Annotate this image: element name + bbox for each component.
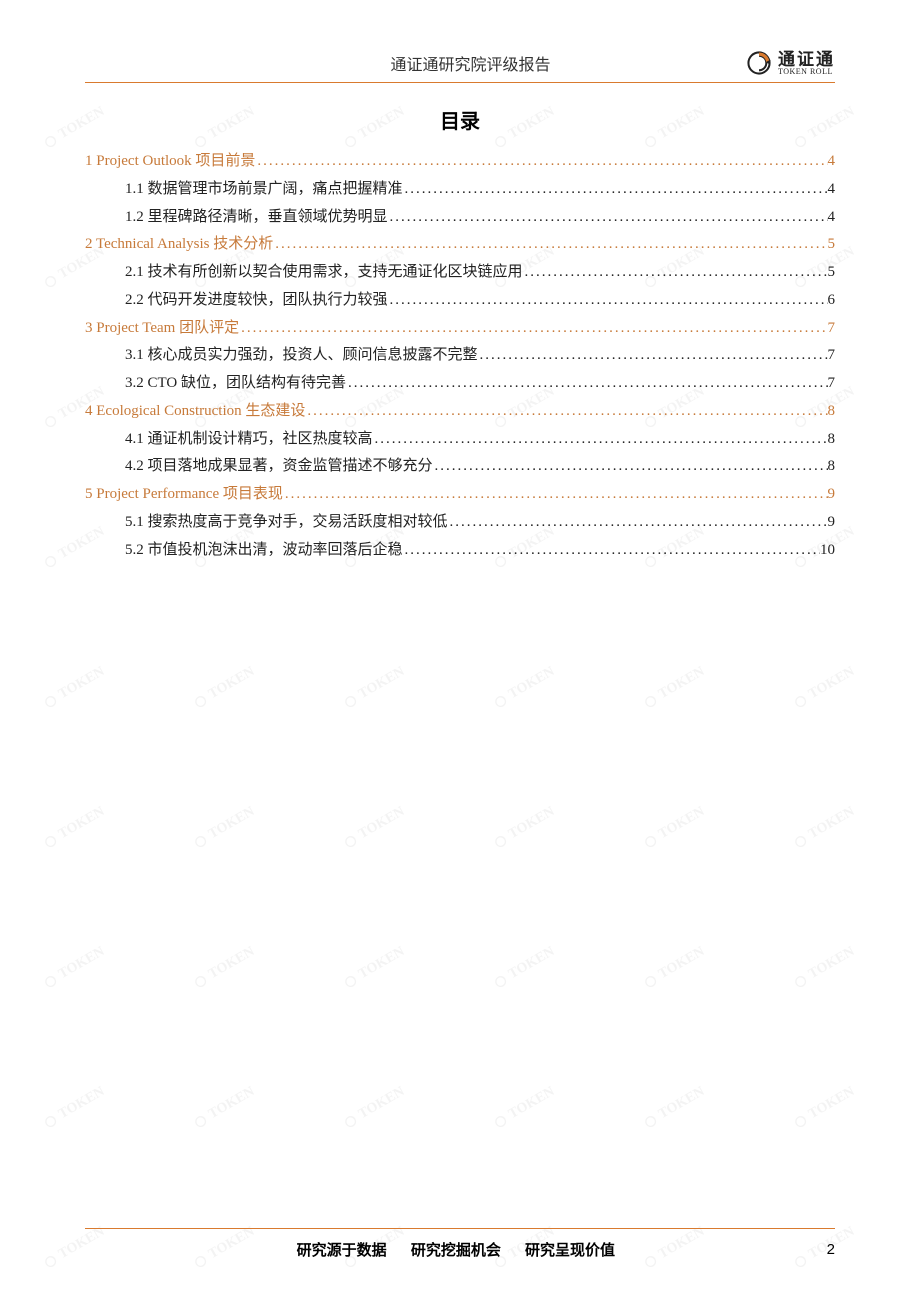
toc-row[interactable]: 2 Technical Analysis 技术分析 5 bbox=[85, 231, 835, 259]
toc-row[interactable]: 3.1 核心成员实力强劲，投资人、顾问信息披露不完整 7 bbox=[85, 342, 835, 370]
toc-leader-dots bbox=[273, 231, 827, 259]
toc-label: 3 Project Team 团队评定 bbox=[85, 315, 239, 343]
toc-leader-dots bbox=[239, 315, 827, 343]
toc-page-number: 8 bbox=[828, 453, 836, 481]
toc-leader-dots bbox=[388, 204, 828, 232]
toc-page-number: 7 bbox=[828, 315, 836, 343]
toc-page-number: 7 bbox=[828, 342, 836, 370]
toc-label: 3.2 CTO 缺位，团队结构有待完善 bbox=[125, 370, 346, 398]
toc-label: 5.1 搜索热度高于竞争对手，交易活跃度相对较低 bbox=[125, 509, 448, 537]
page-number: 2 bbox=[827, 1241, 835, 1258]
toc-page-number: 8 bbox=[828, 398, 836, 426]
toc-page-number: 9 bbox=[828, 481, 836, 509]
toc-page-number: 4 bbox=[828, 176, 836, 204]
logo-icon bbox=[746, 50, 772, 76]
toc-label: 5 Project Performance 项目表现 bbox=[85, 481, 283, 509]
table-of-contents: 1 Project Outlook 项目前景 41.1 数据管理市场前景广阔，痛… bbox=[85, 148, 835, 564]
brand-logo: 通证通 TOKEN ROLL bbox=[746, 50, 835, 76]
page-container: 通证通研究院评级报告 通证通 TOKEN ROLL 目录 1 Project O… bbox=[0, 0, 920, 1302]
footer-slogan-1: 研究源于数据 bbox=[297, 1242, 387, 1259]
toc-page-number: 9 bbox=[828, 509, 836, 537]
logo-text-en: TOKEN ROLL bbox=[778, 68, 835, 76]
toc-leader-dots bbox=[346, 370, 828, 398]
footer-slogan: 研究源于数据 研究挖掘机会 研究呈现价值 bbox=[85, 1239, 827, 1260]
toc-page-number: 10 bbox=[820, 537, 835, 565]
toc-page-number: 8 bbox=[828, 426, 836, 454]
footer-slogan-2: 研究挖掘机会 bbox=[411, 1242, 501, 1259]
toc-heading: 目录 bbox=[85, 105, 835, 134]
toc-label: 5.2 市值投机泡沫出清，波动率回落后企稳 bbox=[125, 537, 403, 565]
toc-page-number: 4 bbox=[828, 204, 836, 232]
footer-slogan-3: 研究呈现价值 bbox=[525, 1242, 615, 1259]
toc-leader-dots bbox=[523, 259, 828, 287]
toc-page-number: 5 bbox=[828, 231, 836, 259]
toc-row[interactable]: 4 Ecological Construction 生态建设 8 bbox=[85, 398, 835, 426]
toc-label: 2 Technical Analysis 技术分析 bbox=[85, 231, 273, 259]
toc-leader-dots bbox=[373, 426, 828, 454]
toc-page-number: 6 bbox=[828, 287, 836, 315]
toc-row[interactable]: 1.1 数据管理市场前景广阔，痛点把握精准 4 bbox=[85, 176, 835, 204]
toc-label: 2.2 代码开发进度较快，团队执行力较强 bbox=[125, 287, 388, 315]
toc-label: 1 Project Outlook 项目前景 bbox=[85, 148, 255, 176]
toc-label: 4.1 通证机制设计精巧，社区热度较高 bbox=[125, 426, 373, 454]
toc-row[interactable]: 3 Project Team 团队评定 7 bbox=[85, 315, 835, 343]
toc-page-number: 4 bbox=[828, 148, 836, 176]
toc-label: 4 Ecological Construction 生态建设 bbox=[85, 398, 305, 426]
page-header: 通证通研究院评级报告 通证通 TOKEN ROLL bbox=[85, 50, 835, 83]
toc-leader-dots bbox=[403, 537, 820, 565]
toc-row[interactable]: 4.2 项目落地成果显著，资金监管描述不够充分 8 bbox=[85, 453, 835, 481]
toc-row[interactable]: 4.1 通证机制设计精巧，社区热度较高 8 bbox=[85, 426, 835, 454]
toc-leader-dots bbox=[433, 453, 828, 481]
toc-label: 1.1 数据管理市场前景广阔，痛点把握精准 bbox=[125, 176, 403, 204]
toc-row[interactable]: 5 Project Performance 项目表现 9 bbox=[85, 481, 835, 509]
toc-row[interactable]: 5.1 搜索热度高于竞争对手，交易活跃度相对较低 9 bbox=[85, 509, 835, 537]
toc-leader-dots bbox=[305, 398, 827, 426]
logo-text-cn: 通证通 bbox=[778, 51, 835, 68]
toc-row[interactable]: 1 Project Outlook 项目前景 4 bbox=[85, 148, 835, 176]
toc-row[interactable]: 5.2 市值投机泡沫出清，波动率回落后企稳 10 bbox=[85, 537, 835, 565]
toc-row[interactable]: 2.2 代码开发进度较快，团队执行力较强 6 bbox=[85, 287, 835, 315]
toc-row[interactable]: 1.2 里程碑路径清晰，垂直领域优势明显 4 bbox=[85, 204, 835, 232]
toc-label: 2.1 技术有所创新以契合使用需求，支持无通证化区块链应用 bbox=[125, 259, 523, 287]
toc-leader-dots bbox=[403, 176, 828, 204]
toc-row[interactable]: 2.1 技术有所创新以契合使用需求，支持无通证化区块链应用 5 bbox=[85, 259, 835, 287]
toc-row[interactable]: 3.2 CTO 缺位，团队结构有待完善 7 bbox=[85, 370, 835, 398]
toc-page-number: 5 bbox=[828, 259, 836, 287]
toc-label: 3.1 核心成员实力强劲，投资人、顾问信息披露不完整 bbox=[125, 342, 478, 370]
toc-leader-dots bbox=[255, 148, 827, 176]
page-footer: 研究源于数据 研究挖掘机会 研究呈现价值 2 bbox=[85, 1228, 835, 1260]
toc-leader-dots bbox=[283, 481, 828, 509]
toc-label: 4.2 项目落地成果显著，资金监管描述不够充分 bbox=[125, 453, 433, 481]
toc-leader-dots bbox=[478, 342, 828, 370]
toc-leader-dots bbox=[448, 509, 828, 537]
header-title: 通证通研究院评级报告 bbox=[195, 51, 746, 75]
toc-leader-dots bbox=[388, 287, 828, 315]
toc-label: 1.2 里程碑路径清晰，垂直领域优势明显 bbox=[125, 204, 388, 232]
toc-page-number: 7 bbox=[828, 370, 836, 398]
